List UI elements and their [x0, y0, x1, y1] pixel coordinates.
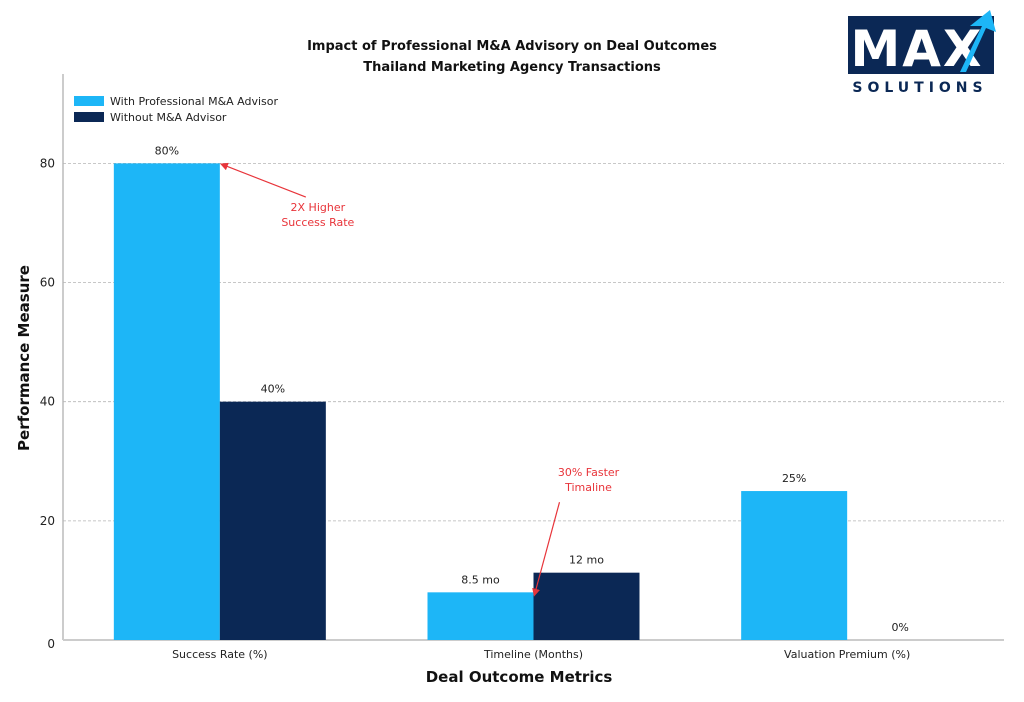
- data-label-1-1: 12 mo: [569, 554, 604, 567]
- annotation-timeline: 30% Faster Timaline: [558, 466, 620, 494]
- legend-swatch-with-advisor: [74, 96, 104, 106]
- bar-with-advisor-0: [113, 163, 220, 641]
- chart-subtitle: Thailand Marketing Agency Transactions: [363, 60, 661, 75]
- legend-label-without-advisor: Without M&A Advisor: [110, 111, 227, 124]
- max-solutions-logo: MAX SOLUTIONS: [848, 10, 996, 96]
- annotation-success-rate-arrow: [219, 162, 307, 198]
- chart-title: Impact of Professional M&A Advisory on D…: [307, 39, 717, 54]
- annotation-success-rate-line-0: 2X Higher: [291, 201, 346, 214]
- annotation-timeline-line-1: Timaline: [564, 481, 612, 494]
- y-axis-title: Performance Measure: [15, 265, 33, 451]
- y-tick-label-80: 80: [40, 156, 55, 170]
- x-axis-title: Deal Outcome Metrics: [426, 668, 613, 686]
- logo-arrow-icon: [960, 10, 996, 72]
- logo-sub-text: SOLUTIONS: [852, 80, 987, 96]
- bar-without-advisor-0: [219, 401, 326, 640]
- x-tick-label-0: Success Rate (%): [172, 648, 268, 661]
- y-tick-label-40: 40: [40, 395, 55, 409]
- data-label-0-0: 80%: [155, 144, 179, 157]
- y-ticks: 0 20 40 60 80: [40, 156, 55, 651]
- legend: With Professional M&A Advisor Without M&…: [74, 95, 279, 124]
- data-label-0-1: 40%: [261, 383, 285, 396]
- bars: 80% 40% 8.5 mo 12 mo 25% 0%: [113, 144, 909, 641]
- logo-main-text: MAX: [850, 20, 983, 78]
- bar-without-advisor-1: [533, 572, 640, 640]
- bar-with-advisor-2: [741, 491, 848, 640]
- annotation-success-rate: 2X Higher Success Rate: [281, 201, 354, 229]
- annotation-success-rate-line-1: Success Rate: [281, 216, 354, 229]
- y-tick-label-60: 60: [40, 276, 55, 290]
- y-tick-label-20: 20: [40, 514, 55, 528]
- y-tick-label-0: 0: [47, 637, 55, 651]
- data-label-2-0: 25%: [782, 472, 806, 485]
- x-ticks: Success Rate (%) Timeline (Months) Valuati…: [172, 648, 910, 661]
- legend-label-with-advisor: With Professional M&A Advisor: [110, 95, 279, 108]
- data-label-1-0: 8.5 mo: [461, 573, 500, 586]
- annotation-timeline-line-0: 30% Faster: [558, 466, 620, 479]
- legend-swatch-without-advisor: [74, 112, 104, 122]
- x-tick-label-1: Timeline (Months): [483, 648, 583, 661]
- logo-box: [848, 16, 994, 74]
- bar-with-advisor-1: [427, 592, 534, 640]
- data-label-2-1: 0%: [891, 621, 908, 634]
- annotation-timeline-arrow: [532, 502, 561, 597]
- annotations: 2X Higher Success Rate 30% Faster Timaline: [219, 162, 620, 597]
- x-tick-label-2: Valuation Premium (%): [784, 648, 910, 661]
